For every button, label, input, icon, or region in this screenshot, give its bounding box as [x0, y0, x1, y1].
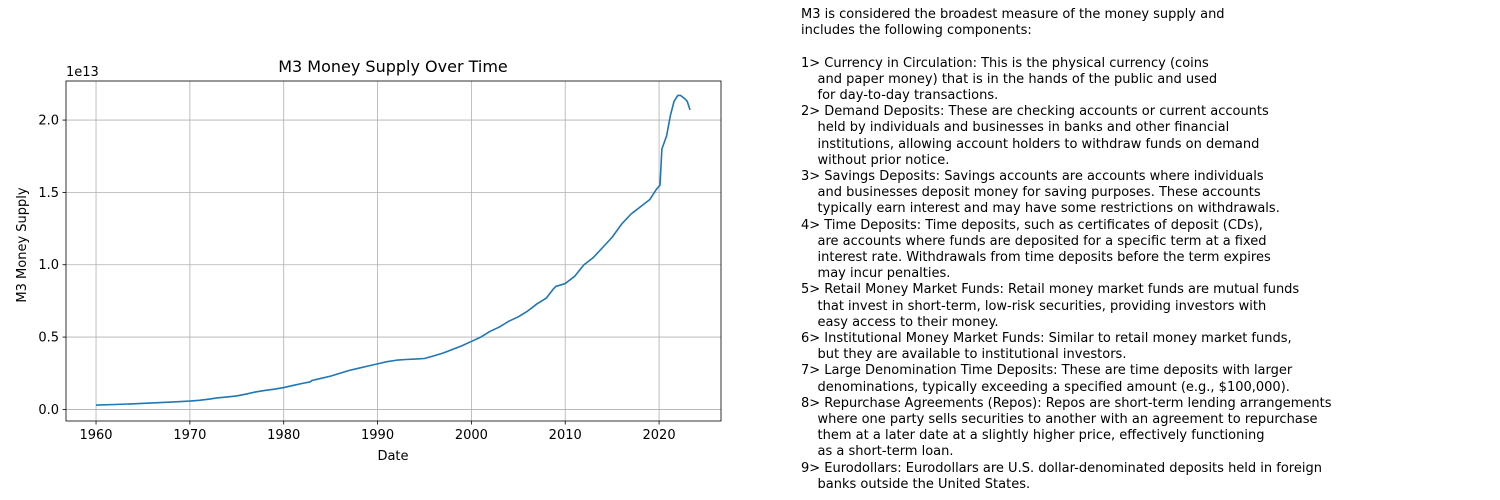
y-tick-label: 1.5: [38, 186, 59, 201]
description-line: them at a later date at a slightly highe…: [801, 428, 1265, 444]
y-axis-label: M3 Money Supply: [15, 187, 30, 302]
description-line: 9> Eurodollars: Eurodollars are U.S. dol…: [801, 460, 1322, 476]
description-line: as a short-term loan.: [801, 444, 954, 460]
y-tick-label: 1.0: [38, 258, 59, 273]
description-line: where one party sells securities to anot…: [801, 412, 1318, 428]
description-line: 8> Repurchase Agreements (Repos): Repos …: [801, 395, 1332, 411]
description-line: easy access to their money.: [801, 314, 999, 330]
description-line: that invest in short-term, low-risk secu…: [801, 298, 1267, 314]
description-line: may incur penalties.: [801, 266, 951, 282]
description-line: for day-to-day transactions.: [801, 88, 999, 104]
y-tick-label: 0.5: [38, 331, 59, 346]
x-tick-label: 1980: [267, 428, 300, 443]
description-line: are accounts where funds are deposited f…: [801, 233, 1267, 249]
description-line: includes the following components:: [801, 23, 1032, 39]
description-line: typically earn interest and may have som…: [801, 201, 1280, 217]
description-line: 3> Savings Deposits: Savings accounts ar…: [801, 169, 1264, 185]
y-axis-offset-label: 1e13: [66, 65, 99, 80]
x-axis-label: Date: [377, 449, 408, 464]
chart-title: M3 Money Supply Over Time: [278, 57, 508, 76]
x-tick-label: 1960: [79, 428, 112, 443]
x-tick-label: 1970: [173, 428, 206, 443]
description-line: and businesses deposit money for saving …: [801, 185, 1261, 201]
m3-line-chart: 1960 1970 1980 1990 2000 2010 2020 0.0 0.5 1.0 1.5…: [15, 57, 722, 464]
x-tick-label: 1990: [361, 428, 394, 443]
description-line: institutions, allowing account holders t…: [801, 136, 1260, 152]
description-line: 1> Currency in Circulation: This is the …: [801, 55, 1209, 71]
description-line: 4> Time Deposits: Time deposits, such as…: [801, 217, 1263, 233]
description-line: and paper money) that is in the hands of…: [801, 71, 1218, 87]
description-line: 7> Large Denomination Time Deposits: The…: [801, 363, 1293, 379]
x-tick-label: 2000: [455, 428, 488, 443]
description-line: interest rate. Withdrawals from time dep…: [801, 250, 1271, 266]
axis-ticks: 1960 1970 1980 1990 2000 2010 2020 0.0 0.5 1.0 1.5…: [38, 114, 675, 443]
y-tick-label: 0.0: [38, 403, 59, 418]
description-line: but they are available to institutional …: [801, 347, 1127, 363]
x-tick-label: 2020: [643, 428, 676, 443]
description-line: banks outside the United States.: [801, 476, 1031, 492]
y-tick-label: 2.0: [38, 114, 59, 129]
m3-series-line: [96, 94, 691, 406]
m3-description-text: M3 is considered the broadest measure of…: [801, 7, 1332, 493]
description-line: M3 is considered the broadest measure of…: [801, 7, 1225, 22]
x-tick-label: 2010: [549, 428, 582, 443]
description-line: 6> Institutional Money Market Funds: Sim…: [801, 331, 1292, 347]
chart-grid: [66, 81, 721, 421]
description-line: 5> Retail Money Market Funds: Retail mon…: [801, 282, 1300, 298]
description-line: 2> Demand Deposits: These are checking a…: [801, 104, 1269, 120]
description-line: without prior notice.: [801, 152, 950, 168]
description-line: denominations, typically exceeding a spe…: [801, 379, 1290, 395]
description-line: held by individuals and businesses in ba…: [801, 120, 1230, 136]
axes-frame: [65, 80, 722, 422]
